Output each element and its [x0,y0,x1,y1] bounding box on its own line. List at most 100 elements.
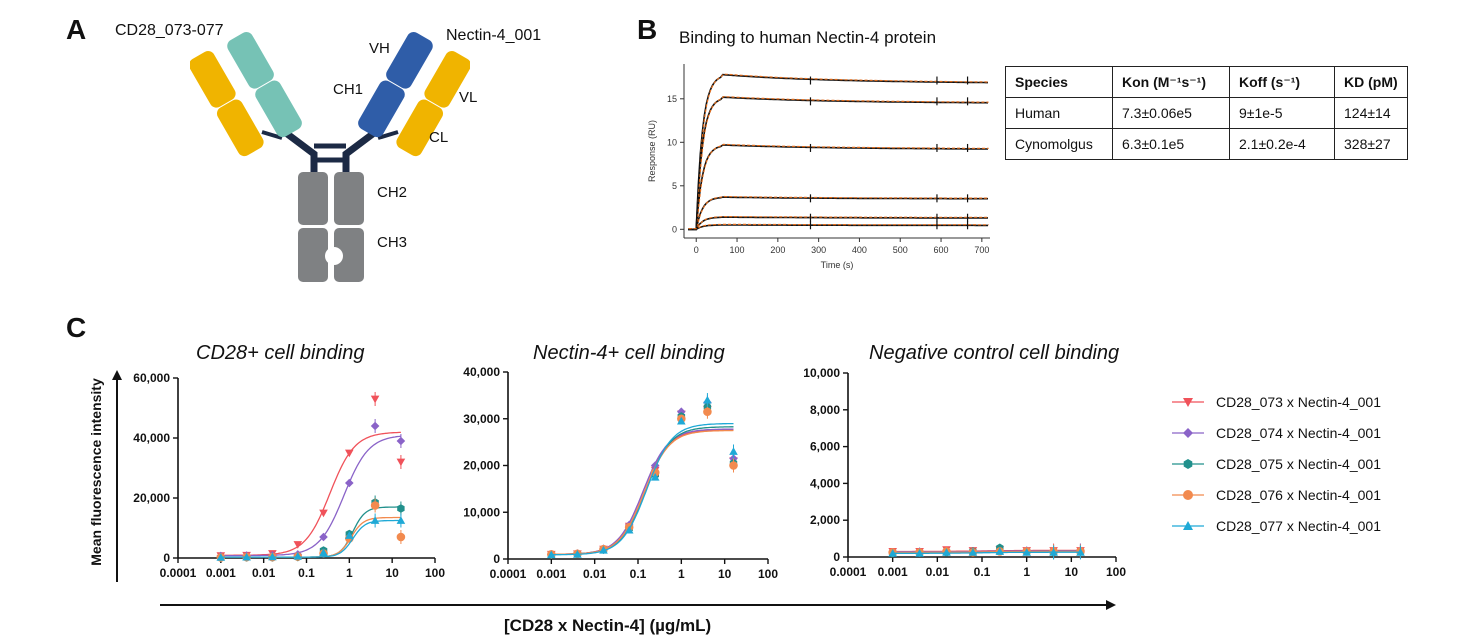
x-tick-label: 0.0001 [830,565,867,579]
x-tick-label: 0.001 [878,565,908,579]
legend-marker-triangle-up-icon [1172,521,1204,530]
data-point [599,545,608,554]
legend-label: CD28_076 x Nectin-4_001 [1216,487,1381,503]
table-header-cell: Kon (M⁻¹s⁻¹) [1112,66,1230,98]
y-tick-label: 10,000 [803,366,840,380]
table-cell: 7.3±0.06e5 [1112,97,1230,129]
data-point [345,531,354,539]
y-tick-label: 0 [163,551,170,565]
data-point [1049,548,1058,556]
table-cell: 2.1±0.2e-4 [1229,128,1335,160]
y-tick-label: 30,000 [463,412,500,426]
x-tick-label: 1 [678,567,685,581]
y-tick-label: 0 [672,224,677,234]
panel-letter-b: B [637,14,658,45]
light-chain-link-left [261,130,283,140]
data-point [573,550,582,558]
right-vh-domain [386,32,433,89]
x-tick-label: 0 [694,245,699,255]
cd28-binding-chart: 0.0001 0.001 0.01 0.1 1 10 100 0 20,000 40,000 60,… [133,371,445,580]
data-point [370,501,380,510]
x-tick-label: 0.001 [206,566,236,580]
ch2-domain-right [334,172,364,225]
nectin-binding-chart: 0.0001 0.001 0.01 0.1 1 10 100 0 10,000 20,000 30,… [463,365,778,581]
arm-right-label: Nectin-4_001 [446,27,542,44]
table-cell: 328±27 [1334,128,1408,160]
left-vh-domain [227,32,274,89]
x-tick-label: 0.1 [298,566,315,580]
y-axis-arrowhead-icon [112,370,122,380]
x-tick-label: 100 [730,245,745,255]
sensorgram-data-trace [688,196,988,231]
legend-marker-shape [1183,398,1193,407]
fit-curve [220,435,401,557]
x-tick-label: 200 [770,245,785,255]
x-tick-label: 400 [852,245,867,255]
fit-curve [892,550,1081,554]
negative-chart-title: Negative control cell binding [869,342,1120,364]
x-tick-label: 0.001 [536,567,566,581]
data-point [319,509,328,518]
left-heavy-chain [227,32,302,138]
x-tick-label: 100 [758,567,778,581]
data-point [995,547,1005,555]
data-point [268,552,277,561]
negative-binding-chart: 0.0001 0.001 0.01 0.1 1 10 100 0 2,000 4,000 6,000… [803,366,1126,579]
right-cl-domain [396,99,444,157]
x-tick-label: 0.1 [974,565,991,579]
legend-marker-shape [1183,490,1193,500]
vl-label: VL [459,89,478,106]
x-tick-label: 500 [893,245,908,255]
y-axis-label: Response (RU) [647,120,657,182]
x-tick-label: 10 [718,567,732,581]
cd28-chart-title: CD28+ cell binding [196,342,365,364]
spr-chart-title: Binding to human Nectin-4 protein [679,28,937,47]
data-point [888,549,897,557]
data-point [703,407,712,417]
x-tick-label: 10 [1065,565,1079,579]
legend-label: CD28_077 x Nectin-4_001 [1216,518,1381,534]
fit-curve [551,426,734,555]
fit-curve [551,428,734,555]
nectin-chart-title: Nectin-4+ cell binding [533,342,725,364]
sensorgram-fit-trace [688,223,989,230]
left-vl-domain [190,51,236,108]
y-tick-label: 10,000 [463,505,500,519]
x-tick-label: 600 [934,245,949,255]
data-point [942,548,951,556]
data-point [293,551,303,560]
ch3-domain-right [334,228,364,282]
y-tick-label: 2,000 [810,513,840,527]
y-tick-label: 4,000 [810,476,840,490]
y-tick-label: 8,000 [810,403,840,417]
sensorgram-data-trace [688,73,988,231]
x-axis-label: Time (s) [821,260,854,270]
y-tick-label: 0 [493,552,500,566]
data-point [1076,548,1085,556]
data-point [968,548,978,556]
x-tick-label: 0.01 [252,566,276,580]
right-heavy-chain [358,32,433,138]
data-point [216,553,226,561]
data-point [396,458,406,467]
left-light-chain [190,51,264,157]
table-header-cell: Koff (s⁻¹) [1229,66,1335,98]
data-point [345,478,354,488]
legend-marker-circle-icon [1172,490,1204,500]
data-point [650,472,660,481]
x-tick-label: 0.01 [926,565,950,579]
legend-marker-shape [1183,521,1193,530]
table-header-cell: KD (pM) [1334,66,1408,98]
y-tick-label: 20,000 [463,459,500,473]
y-tick-label: 20,000 [133,491,170,505]
data-point [370,395,380,404]
cl-label: CL [429,129,449,146]
fit-curve [220,506,401,558]
x-tick-label: 10 [385,566,399,580]
light-chain-link-right [377,130,399,140]
sensorgram-fit-trace [688,143,989,230]
legend-label: CD28_075 x Nectin-4_001 [1216,456,1381,472]
vh-label: VH [369,40,390,57]
table-cell: 6.3±0.1e5 [1112,128,1230,160]
shared-y-axis-label: Mean fluorescence intensity [88,378,104,566]
